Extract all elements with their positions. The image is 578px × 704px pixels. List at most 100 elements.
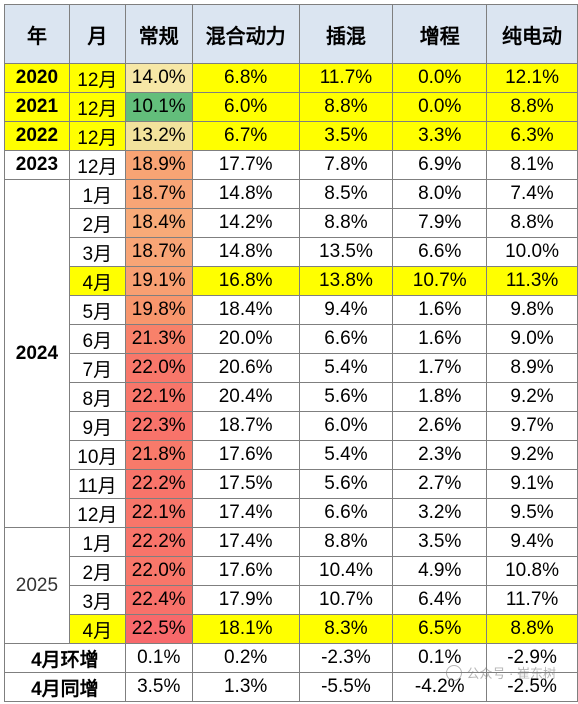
bev-cell: 6.3% — [486, 121, 578, 151]
bev-cell: 8.9% — [486, 353, 578, 383]
col-header-phev: 插混 — [298, 4, 394, 64]
hybrid-cell: 6.7% — [191, 121, 300, 151]
hybrid-cell: 17.6% — [191, 556, 300, 586]
year-cell: 2023 — [4, 150, 70, 180]
hybrid-cell: 16.8% — [191, 266, 300, 296]
col-header-month: 月 — [68, 4, 126, 64]
col-header-erev: 增程 — [392, 4, 488, 64]
erev-cell: 10.7% — [392, 266, 488, 296]
table-row: 2022 12月 13.2% 6.7% 3.5% 3.3% 6.3% — [4, 121, 578, 151]
conventional-cell: 22.0% — [124, 353, 193, 383]
table-row: 4月 19.1% 16.8% 13.8% 10.7% 11.3% — [5, 266, 578, 296]
month-cell: 11月 — [68, 469, 126, 499]
hybrid-cell: 17.6% — [191, 440, 300, 470]
year-cell: 2020 — [4, 63, 70, 93]
bev-cell: 11.3% — [486, 266, 578, 296]
bev-cell: 9.4% — [486, 527, 578, 557]
hybrid-cell: 18.1% — [191, 614, 300, 644]
table-row: 10月 21.8% 17.6% 5.4% 2.3% 9.2% — [5, 440, 578, 470]
col-header-year: 年 — [4, 4, 70, 64]
hybrid-cell: 14.2% — [191, 208, 300, 238]
month-cell: 9月 — [68, 411, 126, 441]
phev-cell: 13.5% — [298, 237, 394, 267]
summary-conventional-cell: 3.5% — [124, 672, 193, 702]
conventional-cell: 18.9% — [124, 150, 193, 180]
table-row: 2025 1月 22.2% 17.4% 8.8% 3.5% 9.4% — [4, 527, 578, 644]
hybrid-cell: 17.4% — [191, 527, 300, 557]
table-row: 7月 22.0% 20.6% 5.4% 1.7% 8.9% — [5, 353, 578, 383]
summary-phev-cell: -5.5% — [298, 672, 394, 702]
month-cell: 12月 — [68, 498, 126, 528]
hybrid-cell: 14.8% — [191, 179, 300, 209]
bev-cell: 9.2% — [486, 382, 578, 412]
phev-cell: 10.4% — [298, 556, 394, 586]
month-cell: 5月 — [68, 295, 126, 325]
erev-cell: 3.2% — [392, 498, 488, 528]
bev-cell: 12.1% — [486, 63, 578, 93]
hybrid-cell: 18.4% — [191, 295, 300, 325]
hybrid-cell: 14.8% — [191, 237, 300, 267]
phev-cell: 8.8% — [298, 527, 394, 557]
header-row: 年 月 常规 混合动力 插混 增程 纯电动 — [4, 4, 578, 64]
conventional-cell: 21.8% — [124, 440, 193, 470]
month-cell: 7月 — [68, 353, 126, 383]
conventional-cell: 14.0% — [124, 63, 193, 93]
phev-cell: 6.6% — [298, 498, 394, 528]
conventional-cell: 22.3% — [124, 411, 193, 441]
erev-cell: 6.9% — [392, 150, 488, 180]
bev-cell: 9.0% — [486, 324, 578, 354]
table-row: 8月 22.1% 20.4% 5.6% 1.8% 9.2% — [5, 382, 578, 412]
year-cell: 2021 — [4, 92, 70, 122]
month-cell: 3月 — [68, 585, 126, 615]
month-cell: 12月 — [68, 63, 126, 93]
table-row: 2021 12月 10.1% 6.0% 8.8% 0.0% 8.8% — [4, 92, 578, 122]
hybrid-cell: 18.7% — [191, 411, 300, 441]
summary-phev-cell: -2.3% — [298, 643, 394, 673]
table-row: 6月 21.3% 20.0% 6.6% 1.6% 9.0% — [5, 324, 578, 354]
month-cell: 4月 — [68, 266, 126, 296]
phev-cell: 8.8% — [298, 208, 394, 238]
table-row: 2月 18.4% 14.2% 8.8% 7.9% 8.8% — [5, 208, 578, 238]
phev-cell: 9.4% — [298, 295, 394, 325]
bev-cell: 7.4% — [486, 179, 578, 209]
phev-cell: 6.0% — [298, 411, 394, 441]
summary-erev-cell: 0.1% — [392, 643, 488, 673]
bev-cell: 8.8% — [486, 614, 578, 644]
month-cell: 1月 — [68, 179, 126, 209]
month-cell: 12月 — [68, 121, 126, 151]
month-cell: 1月 — [68, 527, 126, 557]
month-cell: 12月 — [68, 92, 126, 122]
summary-row: 4月环增 0.1% 0.2% -2.3% 0.1% -2.9% — [4, 643, 578, 673]
bev-cell: 9.2% — [486, 440, 578, 470]
phev-cell: 7.8% — [298, 150, 394, 180]
conventional-cell: 22.1% — [124, 498, 193, 528]
bev-cell: 9.1% — [486, 469, 578, 499]
phev-cell: 5.6% — [298, 382, 394, 412]
col-header-bev: 纯电动 — [486, 4, 578, 64]
phev-cell: 3.5% — [298, 121, 394, 151]
phev-cell: 6.6% — [298, 324, 394, 354]
month-cell: 2月 — [68, 556, 126, 586]
table-row: 2020 12月 14.0% 6.8% 11.7% 0.0% 12.1% — [4, 63, 578, 93]
bev-cell: 9.5% — [486, 498, 578, 528]
hybrid-cell: 20.4% — [191, 382, 300, 412]
col-header-hybrid: 混合动力 — [191, 4, 300, 64]
table-row: 9月 22.3% 18.7% 6.0% 2.6% 9.7% — [5, 411, 578, 441]
bev-cell: 8.1% — [486, 150, 578, 180]
bev-cell: 11.7% — [486, 585, 578, 615]
phev-cell: 5.4% — [298, 440, 394, 470]
erev-cell: 1.6% — [392, 324, 488, 354]
conventional-cell: 18.7% — [124, 237, 193, 267]
erev-cell: 0.0% — [392, 63, 488, 93]
conventional-cell: 19.1% — [124, 266, 193, 296]
month-cell: 4月 — [68, 614, 126, 644]
hybrid-cell: 6.8% — [191, 63, 300, 93]
table-row: 3月 22.4% 17.9% 10.7% 6.4% 11.7% — [5, 585, 578, 615]
table-row: 12月 22.1% 17.4% 6.6% 3.2% 9.5% — [5, 498, 578, 528]
phev-cell: 8.8% — [298, 92, 394, 122]
table-row: 4月 22.5% 18.1% 8.3% 6.5% 8.8% — [5, 614, 578, 644]
table-row: 3月 18.7% 14.8% 13.5% 6.6% 10.0% — [5, 237, 578, 267]
erev-cell: 3.5% — [392, 527, 488, 557]
erev-cell: 6.4% — [392, 585, 488, 615]
bev-cell: 10.8% — [486, 556, 578, 586]
